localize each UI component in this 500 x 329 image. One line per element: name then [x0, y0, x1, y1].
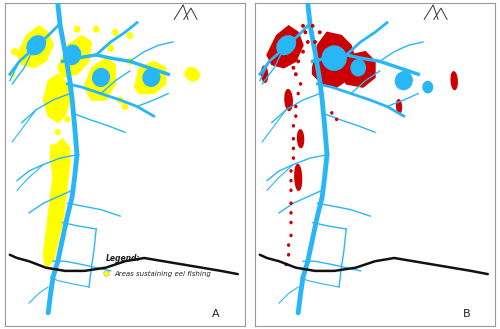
Ellipse shape [56, 130, 60, 135]
Ellipse shape [127, 59, 132, 64]
Ellipse shape [297, 92, 299, 95]
Ellipse shape [451, 72, 457, 89]
Ellipse shape [423, 82, 432, 93]
Ellipse shape [302, 50, 304, 53]
Ellipse shape [297, 60, 300, 63]
Ellipse shape [92, 68, 110, 86]
Ellipse shape [300, 83, 302, 85]
Ellipse shape [292, 147, 294, 149]
Ellipse shape [292, 125, 294, 127]
Ellipse shape [277, 36, 295, 55]
Ellipse shape [74, 26, 80, 32]
Polygon shape [44, 74, 70, 123]
Ellipse shape [336, 118, 338, 120]
Polygon shape [342, 52, 375, 87]
Ellipse shape [331, 112, 333, 114]
Ellipse shape [288, 254, 290, 256]
Ellipse shape [292, 66, 294, 69]
Text: B: B [462, 309, 470, 319]
Ellipse shape [60, 175, 65, 180]
Ellipse shape [64, 45, 80, 64]
Ellipse shape [396, 100, 402, 113]
Ellipse shape [295, 105, 297, 108]
Polygon shape [58, 36, 92, 77]
Ellipse shape [285, 263, 287, 266]
Polygon shape [267, 26, 303, 68]
Ellipse shape [185, 68, 200, 81]
Ellipse shape [298, 130, 304, 148]
Ellipse shape [290, 170, 292, 172]
Ellipse shape [10, 72, 14, 77]
Ellipse shape [94, 26, 99, 32]
Ellipse shape [314, 41, 316, 43]
Polygon shape [84, 58, 116, 100]
Text: Legend:: Legend: [106, 254, 140, 263]
Ellipse shape [122, 104, 128, 109]
Ellipse shape [288, 244, 290, 246]
Ellipse shape [322, 46, 346, 70]
Ellipse shape [27, 36, 46, 55]
Ellipse shape [108, 45, 113, 51]
Ellipse shape [290, 221, 292, 224]
Ellipse shape [113, 29, 118, 35]
Ellipse shape [396, 72, 412, 89]
Polygon shape [17, 26, 53, 68]
Ellipse shape [290, 180, 292, 182]
Ellipse shape [333, 79, 336, 82]
Ellipse shape [306, 41, 309, 43]
Ellipse shape [290, 189, 292, 191]
Polygon shape [312, 32, 356, 87]
Text: A: A [212, 309, 220, 319]
Ellipse shape [292, 157, 294, 159]
Polygon shape [44, 139, 70, 268]
Ellipse shape [290, 212, 292, 214]
Ellipse shape [292, 138, 294, 140]
Text: Areas sustaining eel fishing: Areas sustaining eel fishing [114, 270, 211, 277]
Ellipse shape [118, 97, 123, 103]
Ellipse shape [262, 66, 268, 82]
Ellipse shape [295, 115, 297, 117]
Ellipse shape [12, 49, 18, 55]
Ellipse shape [304, 31, 306, 34]
Ellipse shape [318, 31, 321, 34]
Ellipse shape [312, 25, 314, 27]
Ellipse shape [65, 117, 70, 122]
Ellipse shape [285, 89, 292, 111]
Ellipse shape [351, 60, 366, 76]
Ellipse shape [290, 234, 292, 237]
Polygon shape [134, 61, 166, 93]
Ellipse shape [328, 73, 330, 76]
Ellipse shape [143, 68, 160, 86]
Ellipse shape [127, 33, 132, 38]
Ellipse shape [295, 164, 302, 190]
Ellipse shape [321, 41, 324, 43]
Ellipse shape [290, 202, 292, 204]
Ellipse shape [302, 25, 304, 27]
Ellipse shape [294, 73, 297, 76]
